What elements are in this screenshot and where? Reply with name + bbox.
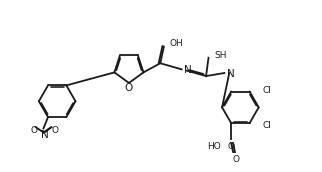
- Text: O: O: [232, 155, 240, 164]
- Text: O: O: [125, 83, 133, 93]
- Text: O: O: [52, 126, 59, 135]
- Text: Cl: Cl: [262, 85, 271, 95]
- Text: N: N: [227, 69, 234, 79]
- Text: O: O: [30, 126, 37, 135]
- Text: Cl: Cl: [262, 121, 271, 130]
- Text: SH: SH: [214, 51, 226, 60]
- Text: N: N: [184, 65, 192, 75]
- Text: O: O: [228, 142, 235, 151]
- Text: OH: OH: [169, 39, 183, 48]
- Text: HO: HO: [207, 142, 221, 151]
- Text: N: N: [41, 130, 49, 140]
